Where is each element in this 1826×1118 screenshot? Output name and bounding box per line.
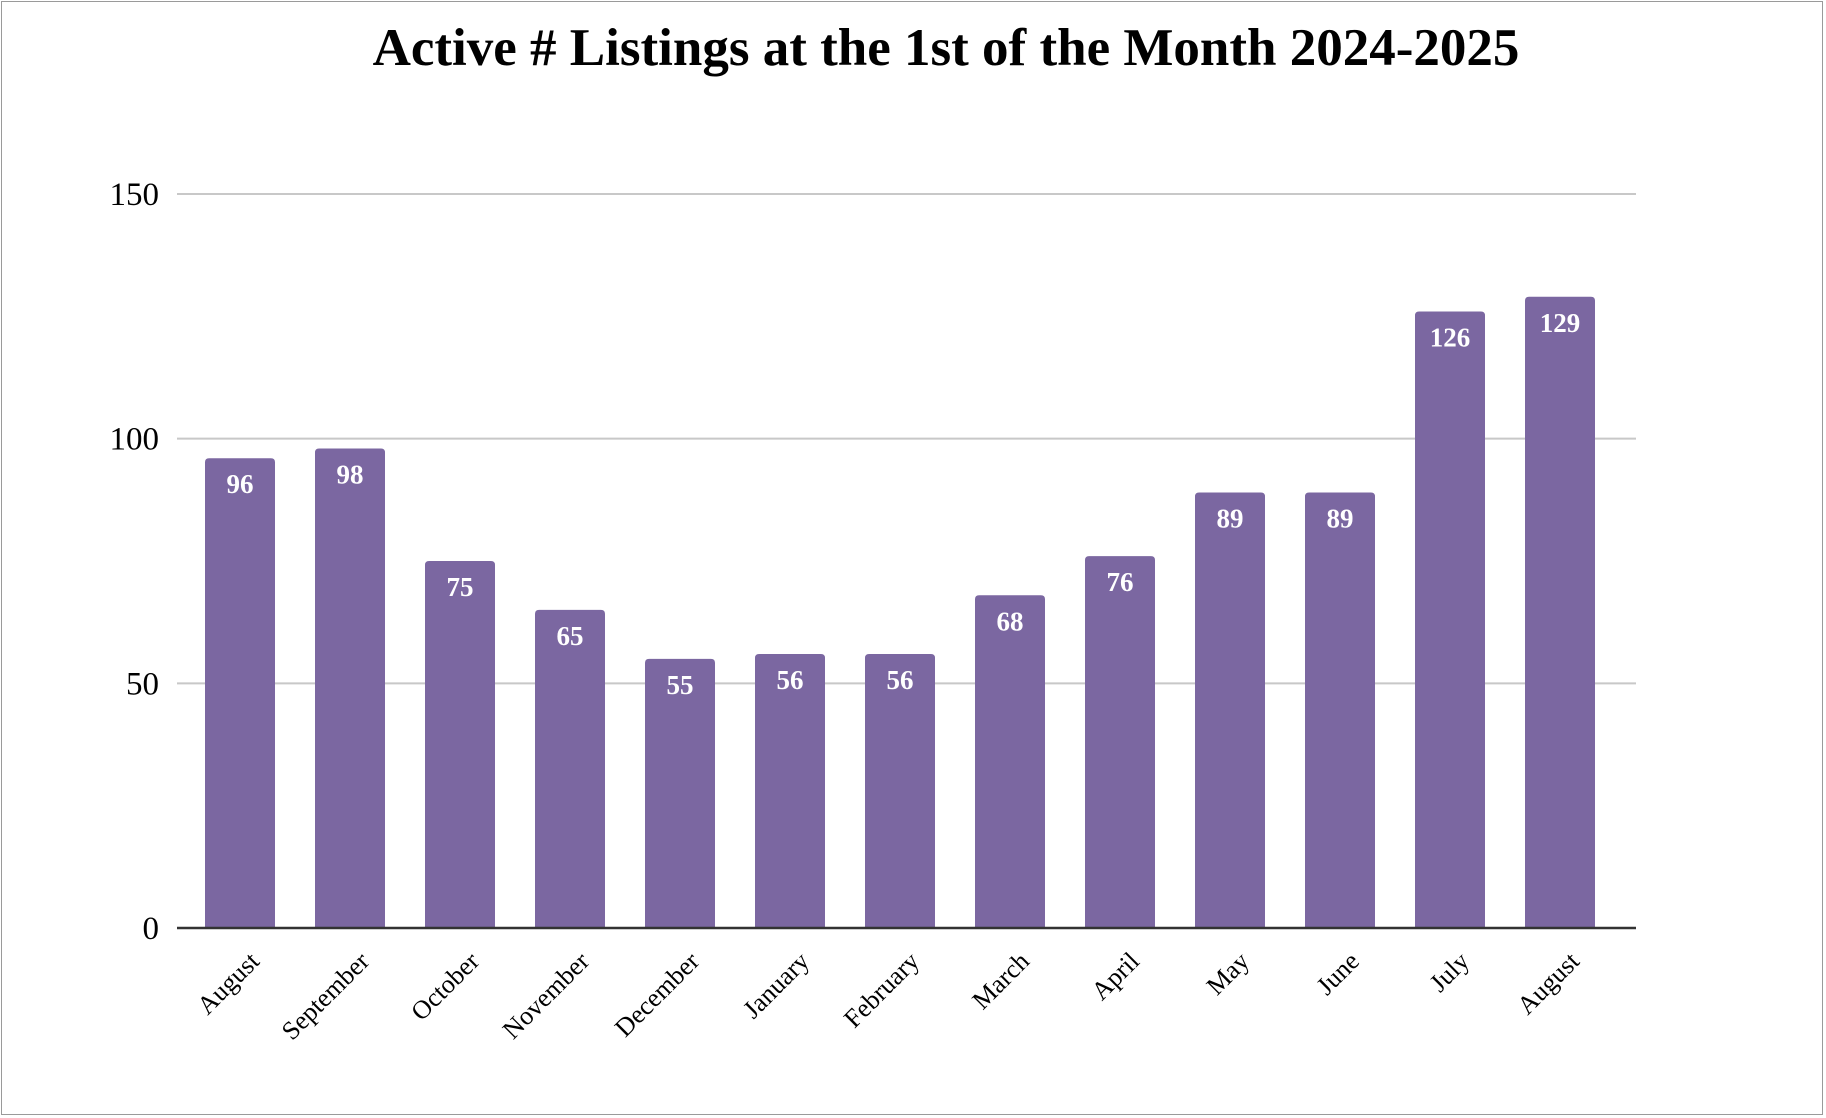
x-category-label: June [1311,946,1365,1000]
data-label: 55 [667,670,694,700]
data-label: 89 [1327,503,1354,533]
data-label: 56 [887,665,914,695]
y-tick-label: 100 [110,422,160,458]
bar [1195,492,1265,928]
x-category-label: November [497,946,595,1044]
x-axis-category-labels: August September October November December Ja… [191,946,1585,1046]
bars [205,296,1595,928]
bar [425,561,495,928]
x-category-label: September [276,946,375,1045]
y-tick-label: 150 [110,177,160,213]
data-label: 98 [337,459,364,489]
y-tick-label: 0 [143,911,160,947]
bar [645,658,715,928]
x-category-label: January [737,946,815,1024]
x-category-label: February [838,946,925,1033]
data-label: 75 [447,572,474,602]
data-label: 76 [1107,567,1134,597]
bar [755,653,825,928]
data-label: 129 [1540,308,1581,338]
data-label: 65 [557,621,584,651]
bar [205,458,275,928]
y-tick-label: 50 [126,666,159,702]
chart-title: Active # Listings at the 1st of the Mont… [372,19,1520,77]
bar [1085,556,1155,928]
x-category-label: July [1424,946,1475,997]
x-category-label: December [609,946,705,1042]
x-category-label: October [405,946,485,1026]
x-category-label: April [1086,946,1145,1005]
x-category-label: August [191,946,265,1020]
data-label: 126 [1430,322,1471,352]
y-axis-tick-labels: 0 50 100 150 [110,177,160,947]
bar [1305,492,1375,928]
data-label: 56 [777,665,804,695]
data-labels: 96 98 75 65 55 56 56 68 76 89 89 126 129 [227,308,1581,700]
bar [1525,296,1595,928]
bar [315,448,385,928]
bar [535,609,605,928]
x-category-label: May [1201,946,1255,1000]
bar [1415,311,1485,928]
bar [865,653,935,928]
data-label: 68 [997,606,1024,636]
data-label: 96 [227,469,254,499]
data-label: 89 [1217,503,1244,533]
x-category-label: March [966,946,1034,1014]
x-category-label: August [1511,946,1585,1020]
bar [975,595,1045,928]
